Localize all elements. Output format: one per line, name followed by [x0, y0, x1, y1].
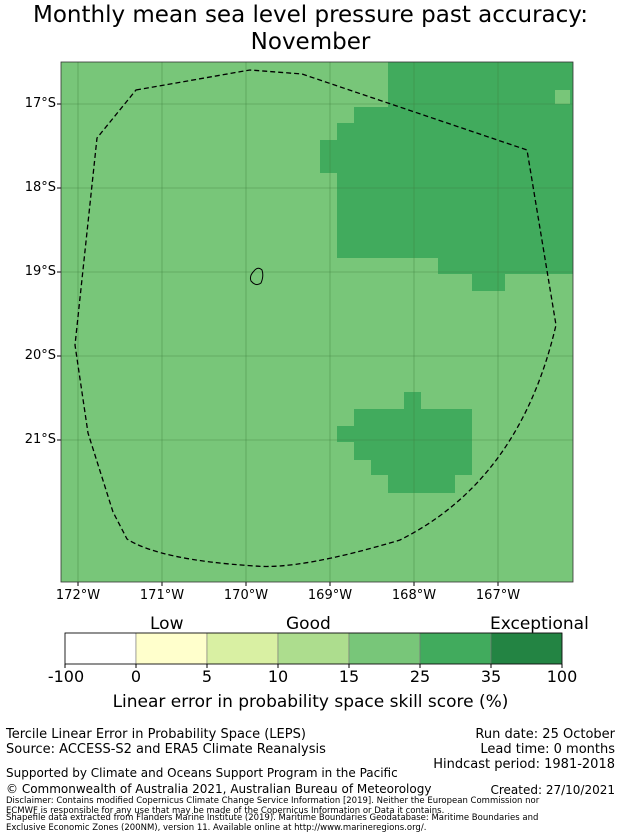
- colorbar-swatch: [277, 632, 350, 665]
- created-text: Created: 27/10/2021: [490, 783, 615, 797]
- lat-label-17s: 17°S: [24, 96, 56, 111]
- colorbar-swatch: [348, 632, 421, 665]
- eez-boundary: [74, 69, 557, 568]
- colorbar-category-exceptional: Exceptional: [490, 614, 589, 634]
- map-gridlines: [57, 62, 573, 586]
- chart-title: Monthly mean sea level pressure past acc…: [0, 2, 621, 56]
- colorbar-tick: 35: [480, 667, 502, 686]
- title-line-1: Monthly mean sea level pressure past acc…: [33, 2, 588, 28]
- lon-label-169w: 169°W: [307, 588, 353, 603]
- map-cell-high-skill: [388, 475, 455, 493]
- lat-label-19s: 19°S: [24, 264, 56, 279]
- lon-label-168w: 168°W: [391, 588, 437, 603]
- colorbar-swatch: [419, 632, 492, 665]
- colorbar-tick: 100: [546, 667, 578, 686]
- colorbar-tick: -100: [47, 667, 85, 686]
- map-frame: [60, 61, 574, 583]
- colorbar-swatch: [206, 632, 279, 665]
- map-cell-high-skill: [570, 90, 573, 104]
- disclaimer-line-2: ECMWF is responsible for any use that ma…: [6, 806, 445, 816]
- method-text: Tercile Linear Error in Probability Spac…: [6, 727, 306, 742]
- map-cell-high-skill: [472, 274, 505, 291]
- map-cell-high-skill: [388, 104, 573, 108]
- map-cell-high-skill: [354, 107, 573, 123]
- lon-label-172w: 172°W: [55, 588, 101, 603]
- map-cell-high-skill: [388, 62, 573, 90]
- lon-label-171w: 171°W: [139, 588, 185, 603]
- colorbar-tick: 15: [338, 667, 360, 686]
- colorbar-swatch: [135, 632, 208, 665]
- support-text: Supported by Climate and Oceans Support …: [6, 766, 398, 780]
- shapefile-line-2: Exclusive Economic Zones (200NM), versio…: [6, 823, 427, 833]
- colorbar-label: Linear error in probability space skill …: [112, 692, 509, 712]
- run-date-text: Run date: 25 October: [475, 727, 615, 742]
- map-cell-high-skill: [320, 140, 573, 173]
- map-cell-high-skill: [354, 409, 472, 426]
- colorbar-swatch: [490, 632, 563, 665]
- colorbar-category-good: Good: [286, 614, 331, 634]
- map-cell-high-skill: [354, 442, 472, 460]
- colorbar-tick: 25: [409, 667, 431, 686]
- lead-time-text: Lead time: 0 months: [480, 742, 615, 757]
- lat-label-18s: 18°S: [24, 180, 56, 195]
- lat-label-20s: 20°S: [24, 348, 56, 363]
- map-cell-high-skill: [337, 426, 472, 442]
- lat-label-21s: 21°S: [24, 432, 56, 447]
- map-cell-high-skill: [438, 258, 573, 274]
- colorbar-tick: 5: [201, 667, 213, 686]
- colorbar-swatch: [64, 632, 137, 665]
- niue-island-outline: [249, 267, 264, 286]
- colorbar-tick: 0: [130, 667, 142, 686]
- colorbar-category-low: Low: [150, 614, 184, 634]
- copyright-text: © Commonwealth of Australia 2021, Austra…: [6, 782, 432, 796]
- map-cell-high-skill: [337, 123, 573, 140]
- disclaimer-line-1: Disclaimer: Contains modified Copernicus…: [6, 796, 540, 806]
- hindcast-text: Hindcast period: 1981-2018: [433, 757, 615, 772]
- map-cell-high-skill: [388, 90, 555, 104]
- map-cell-high-skill: [371, 460, 472, 475]
- source-text: Source: ACCESS-S2 and ERA5 Climate Reana…: [6, 742, 326, 757]
- lon-label-170w: 170°W: [223, 588, 269, 603]
- title-line-2: November: [250, 29, 371, 55]
- shapefile-line-1: Shapefile data extracted from Flanders M…: [6, 813, 539, 823]
- lon-label-167w: 167°W: [475, 588, 521, 603]
- colorbar-frame: [64, 632, 563, 665]
- colorbar-tick: 10: [267, 667, 289, 686]
- map-cell-high-skill: [404, 392, 421, 409]
